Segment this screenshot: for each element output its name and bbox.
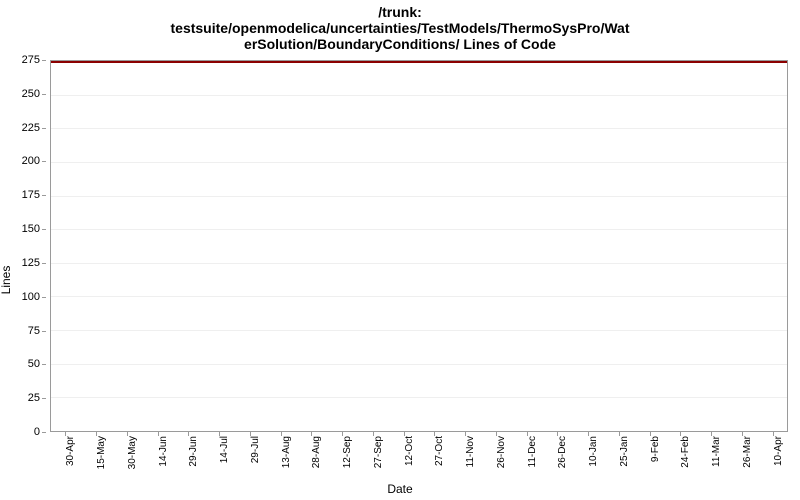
y-tick-label: 175 xyxy=(22,189,40,201)
chart-title: /trunk: testsuite/openmodelica/uncertain… xyxy=(0,0,800,54)
y-tick-mark xyxy=(42,398,46,399)
x-tick-label: 26-Dec xyxy=(557,436,568,468)
x-tick-label: 29-Jun xyxy=(188,436,199,467)
x-tick-label: 11-Mar xyxy=(711,436,722,467)
chart-title-line3: erSolution/BoundaryConditions/ Lines of … xyxy=(40,36,760,52)
y-tick-label: 200 xyxy=(22,155,40,167)
y-tick-label: 25 xyxy=(28,392,40,404)
chart-container: Lines 0255075100125150175200225250275 30… xyxy=(0,60,800,500)
y-tick-mark xyxy=(42,161,46,162)
gridline xyxy=(51,162,787,163)
y-tick-label: 50 xyxy=(28,358,40,370)
gridline xyxy=(51,397,787,398)
gridline xyxy=(51,296,787,297)
y-axis-ticks: 0255075100125150175200225250275 xyxy=(0,60,46,432)
x-tick-label: 28-Aug xyxy=(311,436,322,468)
gridline xyxy=(51,364,787,365)
x-tick-label: 13-Aug xyxy=(281,436,292,468)
x-axis-ticks: 30-Apr 15-May 30-May 14-Jun 29-Jun 14-Jul 29-J… xyxy=(50,432,788,482)
x-tick-label: 27-Oct xyxy=(434,436,445,466)
y-tick-label: 275 xyxy=(22,54,40,66)
gridline xyxy=(51,229,787,230)
y-tick-label: 100 xyxy=(22,291,40,303)
y-tick-label: 150 xyxy=(22,223,40,235)
chart-title-line1: /trunk: xyxy=(40,4,760,20)
x-axis-label: Date xyxy=(387,482,412,496)
x-tick-label: 26-Nov xyxy=(496,436,507,468)
y-tick-mark xyxy=(42,229,46,230)
x-tick-label: 14-Jul xyxy=(219,436,230,463)
series-line xyxy=(51,61,787,63)
x-tick-label: 10-Jan xyxy=(588,436,599,467)
gridline xyxy=(51,196,787,197)
y-tick-mark xyxy=(42,432,46,433)
plot-area xyxy=(50,60,788,432)
x-tick-label: 26-Mar xyxy=(742,436,753,468)
y-tick-label: 250 xyxy=(22,88,40,100)
y-tick-mark xyxy=(42,364,46,365)
x-tick-label: 12-Oct xyxy=(404,436,415,466)
x-tick-label: 29-Jul xyxy=(250,436,261,463)
y-tick-label: 75 xyxy=(28,325,40,337)
y-tick-mark xyxy=(42,60,46,61)
gridline xyxy=(51,128,787,129)
x-tick-label: 9-Feb xyxy=(650,436,661,462)
x-tick-label: 24-Feb xyxy=(680,436,691,468)
x-tick-label: 11-Dec xyxy=(527,436,538,468)
x-tick-label: 11-Nov xyxy=(465,436,476,468)
gridline xyxy=(51,330,787,331)
x-tick-label: 25-Jan xyxy=(619,436,630,467)
y-tick-label: 225 xyxy=(22,122,40,134)
gridline xyxy=(51,263,787,264)
x-tick-label: 10-Apr xyxy=(773,436,784,466)
y-tick-mark xyxy=(42,195,46,196)
x-tick-label: 27-Sep xyxy=(373,436,384,468)
y-tick-mark xyxy=(42,263,46,264)
x-tick-label: 12-Sep xyxy=(342,436,353,468)
chart-title-line2: testsuite/openmodelica/uncertainties/Tes… xyxy=(40,20,760,36)
gridline xyxy=(51,95,787,96)
y-tick-mark xyxy=(42,297,46,298)
x-tick-label: 30-May xyxy=(127,436,138,469)
x-tick-label: 14-Jun xyxy=(158,436,169,467)
x-tick-label: 30-Apr xyxy=(65,436,76,466)
y-tick-label: 125 xyxy=(22,257,40,269)
x-tick-label: 15-May xyxy=(96,436,107,469)
plot-wrap xyxy=(50,60,788,432)
y-tick-mark xyxy=(42,128,46,129)
y-tick-mark xyxy=(42,94,46,95)
y-tick-label: 0 xyxy=(34,426,40,438)
y-tick-mark xyxy=(42,331,46,332)
